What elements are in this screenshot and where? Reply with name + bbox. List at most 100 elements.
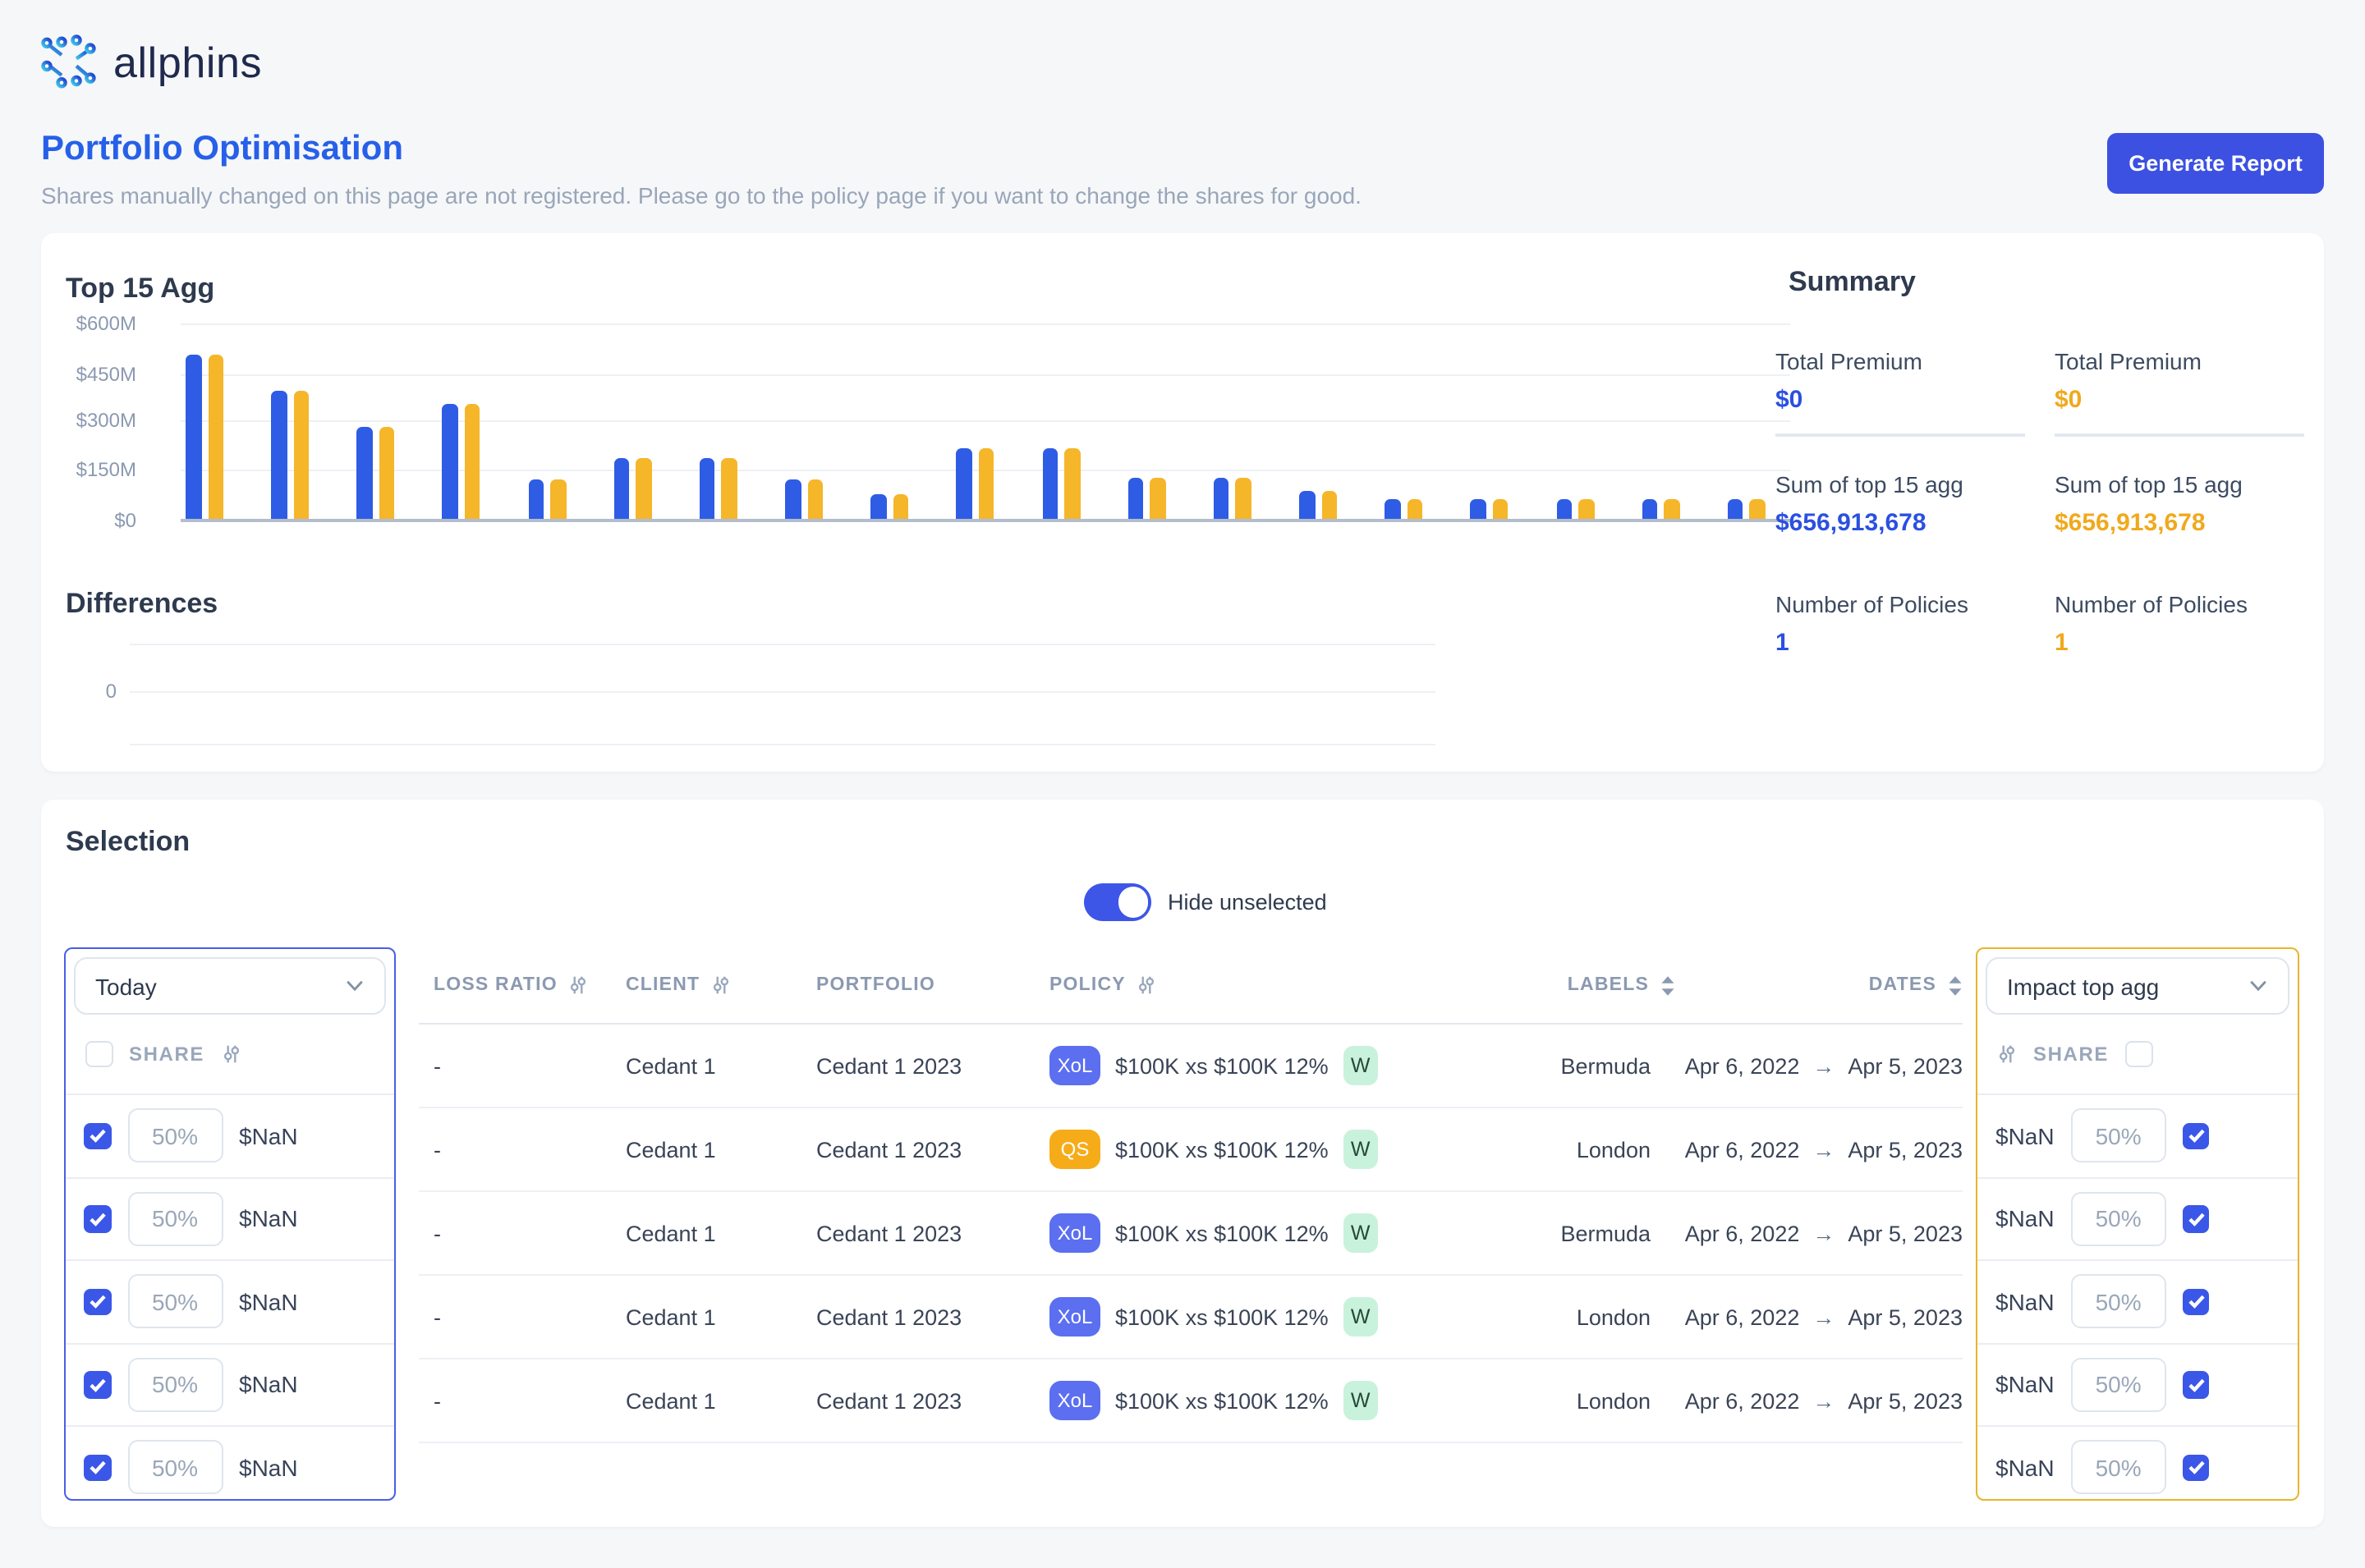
- share-row[interactable]: $NaN: [66, 1342, 394, 1425]
- loss-ratio-cell: -: [434, 1304, 441, 1329]
- table-row[interactable]: - Cedant 1 Cedant 1 2023 XoL $100K xs $1…: [419, 1025, 1963, 1108]
- ytick-300m: $300M: [76, 409, 136, 432]
- column-label: POLICY: [1049, 975, 1126, 995]
- bar-current: [1556, 498, 1572, 520]
- bar-current: [1642, 498, 1658, 520]
- policy-terms: $100K xs $100K 12%: [1115, 1388, 1329, 1413]
- share-row[interactable]: $NaN: [1977, 1342, 2298, 1425]
- share-row[interactable]: $NaN: [66, 1425, 394, 1508]
- bar-simulated: [807, 479, 824, 520]
- column-header-portfolio[interactable]: PORTFOLIO: [816, 975, 1049, 995]
- share-checkbox[interactable]: [2182, 1371, 2210, 1398]
- summary-title: Summary: [1789, 266, 1916, 297]
- policy-terms: $100K xs $100K 12%: [1115, 1053, 1329, 1078]
- share-percent-input[interactable]: [127, 1274, 223, 1329]
- share-percent-input[interactable]: [127, 1108, 223, 1163]
- label-cell: Bermuda: [1560, 1053, 1651, 1078]
- share-checkbox[interactable]: [2182, 1122, 2210, 1149]
- dates-cell: Apr 6, 2022 → Apr 5, 2023: [1675, 1304, 1963, 1329]
- table-row[interactable]: - Cedant 1 Cedant 1 2023 XoL $100K xs $1…: [419, 1192, 1963, 1276]
- share-percent-input[interactable]: [2070, 1440, 2166, 1495]
- sort-icon[interactable]: [1948, 974, 1963, 996]
- share-header: SHARE: [1977, 1015, 2298, 1093]
- portfolio-cell: Cedant 1 2023: [816, 1137, 962, 1162]
- bar-simulated: [893, 493, 909, 520]
- share-percent-input[interactable]: [2070, 1357, 2166, 1412]
- top-agg-bar-pair: [1556, 498, 1594, 520]
- select-all-checkbox[interactable]: [2125, 1040, 2153, 1068]
- today-select[interactable]: Today: [74, 957, 386, 1015]
- page-subtitle: Shares manually changed on this page are…: [41, 182, 1362, 209]
- sliders-icon[interactable]: [1997, 1044, 2017, 1064]
- sliders-icon[interactable]: [221, 1044, 241, 1064]
- generate-report-button[interactable]: Generate Report: [2107, 133, 2324, 194]
- sliders-icon[interactable]: [1137, 975, 1157, 995]
- sliders-icon[interactable]: [569, 975, 589, 995]
- arrow-right-icon: →: [1812, 1053, 1835, 1078]
- summary-column-current: Total Premium $0 Sum of top 15 agg $656,…: [1775, 348, 2025, 657]
- share-checkbox[interactable]: [2182, 1288, 2210, 1315]
- portfolio-cell: Cedant 1 2023: [816, 1304, 962, 1329]
- hide-unselected-toggle[interactable]: [1084, 883, 1151, 920]
- share-row[interactable]: $NaN: [66, 1176, 394, 1259]
- share-amount: $NaN: [1995, 1371, 2055, 1398]
- share-row[interactable]: $NaN: [1977, 1425, 2298, 1508]
- share-percent-input[interactable]: [127, 1191, 223, 1246]
- bar-simulated: [1492, 498, 1509, 520]
- share-row[interactable]: $NaN: [66, 1259, 394, 1342]
- hide-unselected-toggle-row: Hide unselected: [1084, 883, 1327, 920]
- column-header-labels[interactable]: LABELS: [1460, 974, 1675, 996]
- top-agg-bar-pair: [1727, 498, 1766, 520]
- check-icon: [2188, 1213, 2204, 1226]
- share-amount: $NaN: [239, 1122, 298, 1149]
- column-header-client[interactable]: CLIENT: [626, 975, 816, 995]
- sliders-icon[interactable]: [711, 975, 731, 995]
- top-agg-bar-pair: [528, 479, 567, 520]
- bar-simulated: [1150, 477, 1166, 520]
- share-percent-input[interactable]: [127, 1357, 223, 1412]
- column-header-loss-ratio[interactable]: LOSS RATIO: [434, 975, 626, 995]
- share-row[interactable]: $NaN: [1977, 1176, 2298, 1259]
- share-checkbox[interactable]: [84, 1122, 111, 1149]
- share-row[interactable]: $NaN: [1977, 1093, 2298, 1176]
- share-checkbox[interactable]: [2182, 1205, 2210, 1232]
- top-agg-bar-pair: [1213, 477, 1251, 520]
- sort-icon[interactable]: [1660, 974, 1675, 996]
- top-agg-bar-pair: [186, 355, 223, 520]
- share-checkbox[interactable]: [84, 1371, 111, 1398]
- share-checkbox[interactable]: [84, 1288, 111, 1315]
- share-row[interactable]: $NaN: [1977, 1259, 2298, 1342]
- share-percent-input[interactable]: [2070, 1274, 2166, 1329]
- policy-type-badge: XoL: [1049, 1046, 1100, 1085]
- impact-select[interactable]: Impact top agg: [1986, 957, 2289, 1015]
- column-header-dates[interactable]: DATES: [1675, 974, 1963, 996]
- bar-current: [1042, 448, 1059, 520]
- share-percent-input[interactable]: [127, 1440, 223, 1495]
- x-axis-line: [181, 519, 1790, 522]
- table-row[interactable]: - Cedant 1 Cedant 1 2023 XoL $100K xs $1…: [419, 1276, 1963, 1359]
- share-checkbox[interactable]: [84, 1205, 111, 1232]
- share-checkbox[interactable]: [2182, 1454, 2210, 1481]
- share-header-label: SHARE: [2033, 1043, 2110, 1066]
- policy-table-body: - Cedant 1 Cedant 1 2023 XoL $100K xs $1…: [419, 1025, 1963, 1443]
- toggle-label: Hide unselected: [1168, 889, 1327, 915]
- brand: allphins: [39, 33, 262, 92]
- share-amount: $NaN: [239, 1205, 298, 1232]
- summary-panel: Summary Total Premium $0 Sum of top 15 a…: [1775, 233, 2308, 772]
- share-percent-input[interactable]: [2070, 1108, 2166, 1163]
- policy-tag-badge: W: [1343, 1213, 1378, 1253]
- bar-current: [1213, 477, 1229, 520]
- share-header: SHARE: [66, 1015, 394, 1093]
- column-header-policy[interactable]: POLICY: [1049, 975, 1460, 995]
- table-row[interactable]: - Cedant 1 Cedant 1 2023 XoL $100K xs $1…: [419, 1359, 1963, 1443]
- top-agg-bar-pair: [1299, 491, 1338, 520]
- select-all-checkbox[interactable]: [85, 1040, 113, 1068]
- share-checkbox[interactable]: [84, 1454, 111, 1481]
- top-agg-bar-pair: [785, 479, 824, 520]
- share-row[interactable]: $NaN: [66, 1093, 394, 1176]
- bar-simulated: [550, 479, 567, 520]
- summary-label: Sum of top 15 agg: [1775, 471, 1963, 497]
- table-row[interactable]: - Cedant 1 Cedant 1 2023 QS $100K xs $10…: [419, 1108, 1963, 1192]
- policy-cell: XoL $100K xs $100K 12% W: [1049, 1297, 1460, 1336]
- share-percent-input[interactable]: [2070, 1191, 2166, 1246]
